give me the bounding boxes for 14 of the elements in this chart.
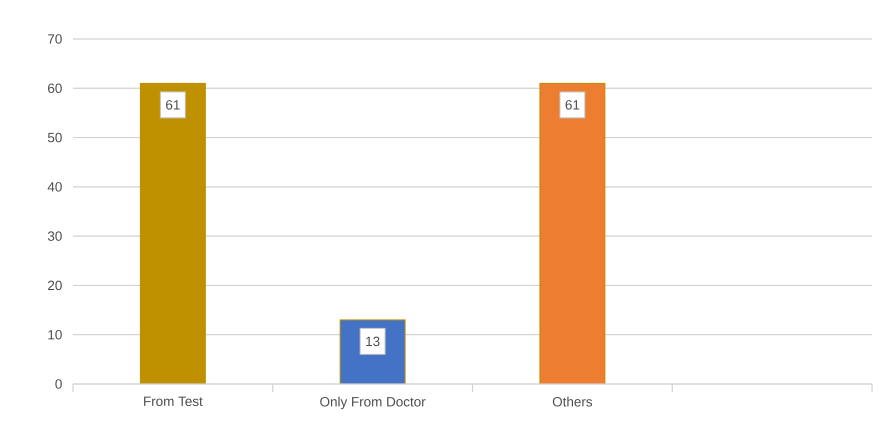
x-tick-label: Only From Doctor bbox=[320, 396, 426, 410]
y-tick-label: 50 bbox=[48, 132, 62, 142]
y-tick-label: 20 bbox=[48, 280, 62, 290]
y-tick-label: 60 bbox=[48, 84, 62, 94]
y-tick-label: 70 bbox=[48, 34, 62, 44]
y-tick-label: 40 bbox=[48, 182, 62, 192]
x-tick-label: Others bbox=[552, 396, 592, 407]
y-tick-label: 0 bbox=[55, 379, 62, 389]
y-tick-label: 10 bbox=[48, 330, 62, 340]
data-label: 13 bbox=[366, 336, 380, 346]
data-label: 61 bbox=[166, 100, 180, 110]
data-label: 61 bbox=[566, 100, 580, 110]
x-tick-label: From Test bbox=[144, 396, 203, 406]
y-tick-label: 30 bbox=[48, 231, 62, 241]
